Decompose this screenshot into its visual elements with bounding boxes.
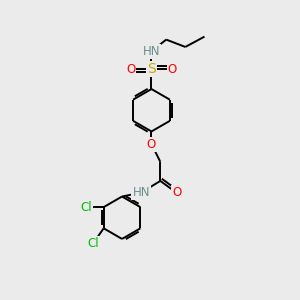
Text: HN: HN bbox=[143, 45, 160, 58]
Text: HN: HN bbox=[132, 186, 150, 199]
Text: Cl: Cl bbox=[88, 236, 99, 250]
Text: O: O bbox=[172, 186, 181, 199]
Text: S: S bbox=[147, 62, 156, 76]
Text: O: O bbox=[126, 62, 136, 76]
Text: O: O bbox=[147, 138, 156, 151]
Text: Cl: Cl bbox=[80, 201, 92, 214]
Text: O: O bbox=[167, 62, 177, 76]
